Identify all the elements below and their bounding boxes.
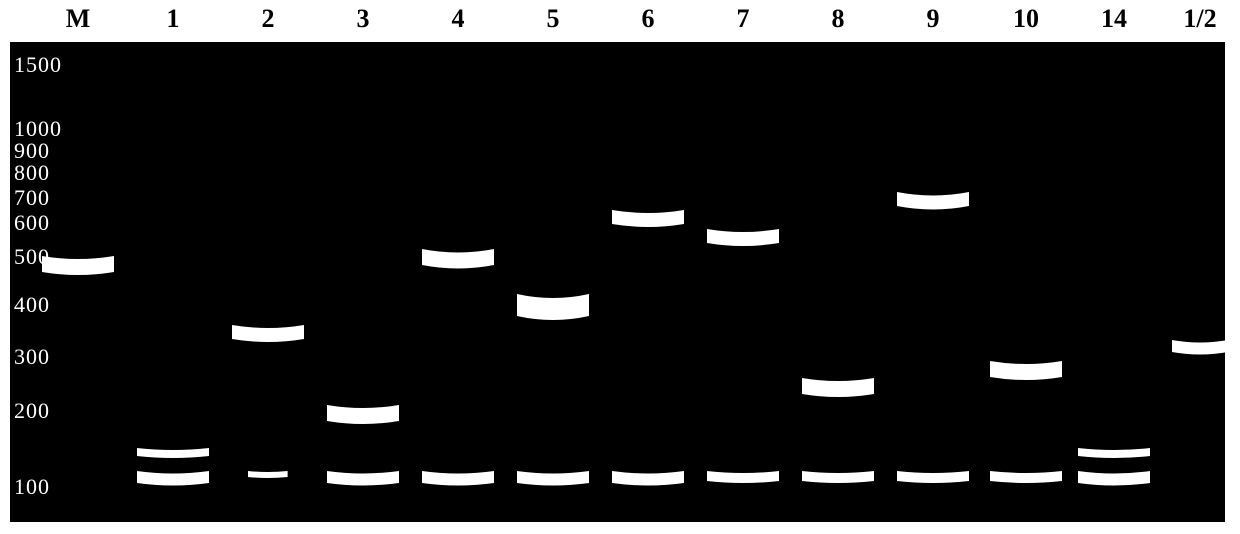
gel-band xyxy=(610,208,686,232)
lane-label: 7 xyxy=(737,4,750,34)
gel-band xyxy=(420,247,496,274)
ladder-label: 400 xyxy=(14,292,50,318)
gel-band xyxy=(800,376,876,402)
ladder-label: 800 xyxy=(14,160,50,186)
gel-band xyxy=(895,469,971,487)
ladder-label: 600 xyxy=(14,210,50,236)
lane-label: 10 xyxy=(1013,4,1039,34)
gel-band xyxy=(705,469,781,487)
gel-band xyxy=(895,190,971,215)
lane-label: 9 xyxy=(927,4,940,34)
lane-label: 14 xyxy=(1101,4,1127,34)
lane-label: 8 xyxy=(832,4,845,34)
gel-band xyxy=(325,403,401,429)
lane-label: 6 xyxy=(642,4,655,34)
gel-band xyxy=(40,254,116,280)
gel-band xyxy=(705,227,781,251)
gel-band xyxy=(515,469,591,490)
gel-canvas: 15001000900800700600500400300200100 xyxy=(10,42,1225,522)
gel-band xyxy=(246,469,290,481)
gel-band xyxy=(1170,338,1230,359)
gel-band xyxy=(1076,446,1152,462)
ladder-label: 700 xyxy=(14,185,50,211)
gel-band xyxy=(800,469,876,487)
gel-band xyxy=(610,469,686,490)
gel-band xyxy=(135,469,211,490)
gel-band xyxy=(988,469,1064,487)
gel-area: 15001000900800700600500400300200100 xyxy=(10,42,1225,522)
lane-label: M xyxy=(66,4,91,34)
gel-band xyxy=(988,359,1064,385)
lane-label: 3 xyxy=(357,4,370,34)
ladder-label: 1500 xyxy=(14,52,62,78)
gel-band xyxy=(515,292,591,326)
ladder-label: 300 xyxy=(14,344,50,370)
lane-label: 4 xyxy=(452,4,465,34)
gel-band xyxy=(420,469,496,490)
lane-label: 5 xyxy=(547,4,560,34)
ladder-label: 100 xyxy=(14,474,50,500)
lane-label: 2 xyxy=(262,4,275,34)
gel-band xyxy=(135,446,211,462)
lane-label: 1/2 xyxy=(1183,4,1216,34)
lane-label: 1 xyxy=(167,4,180,34)
figure: M12345678910141/2 1500100090080070060050… xyxy=(0,0,1240,534)
gel-band xyxy=(325,469,401,490)
gel-band xyxy=(1076,469,1152,490)
ladder-label: 200 xyxy=(14,398,50,424)
gel-band xyxy=(230,323,306,347)
